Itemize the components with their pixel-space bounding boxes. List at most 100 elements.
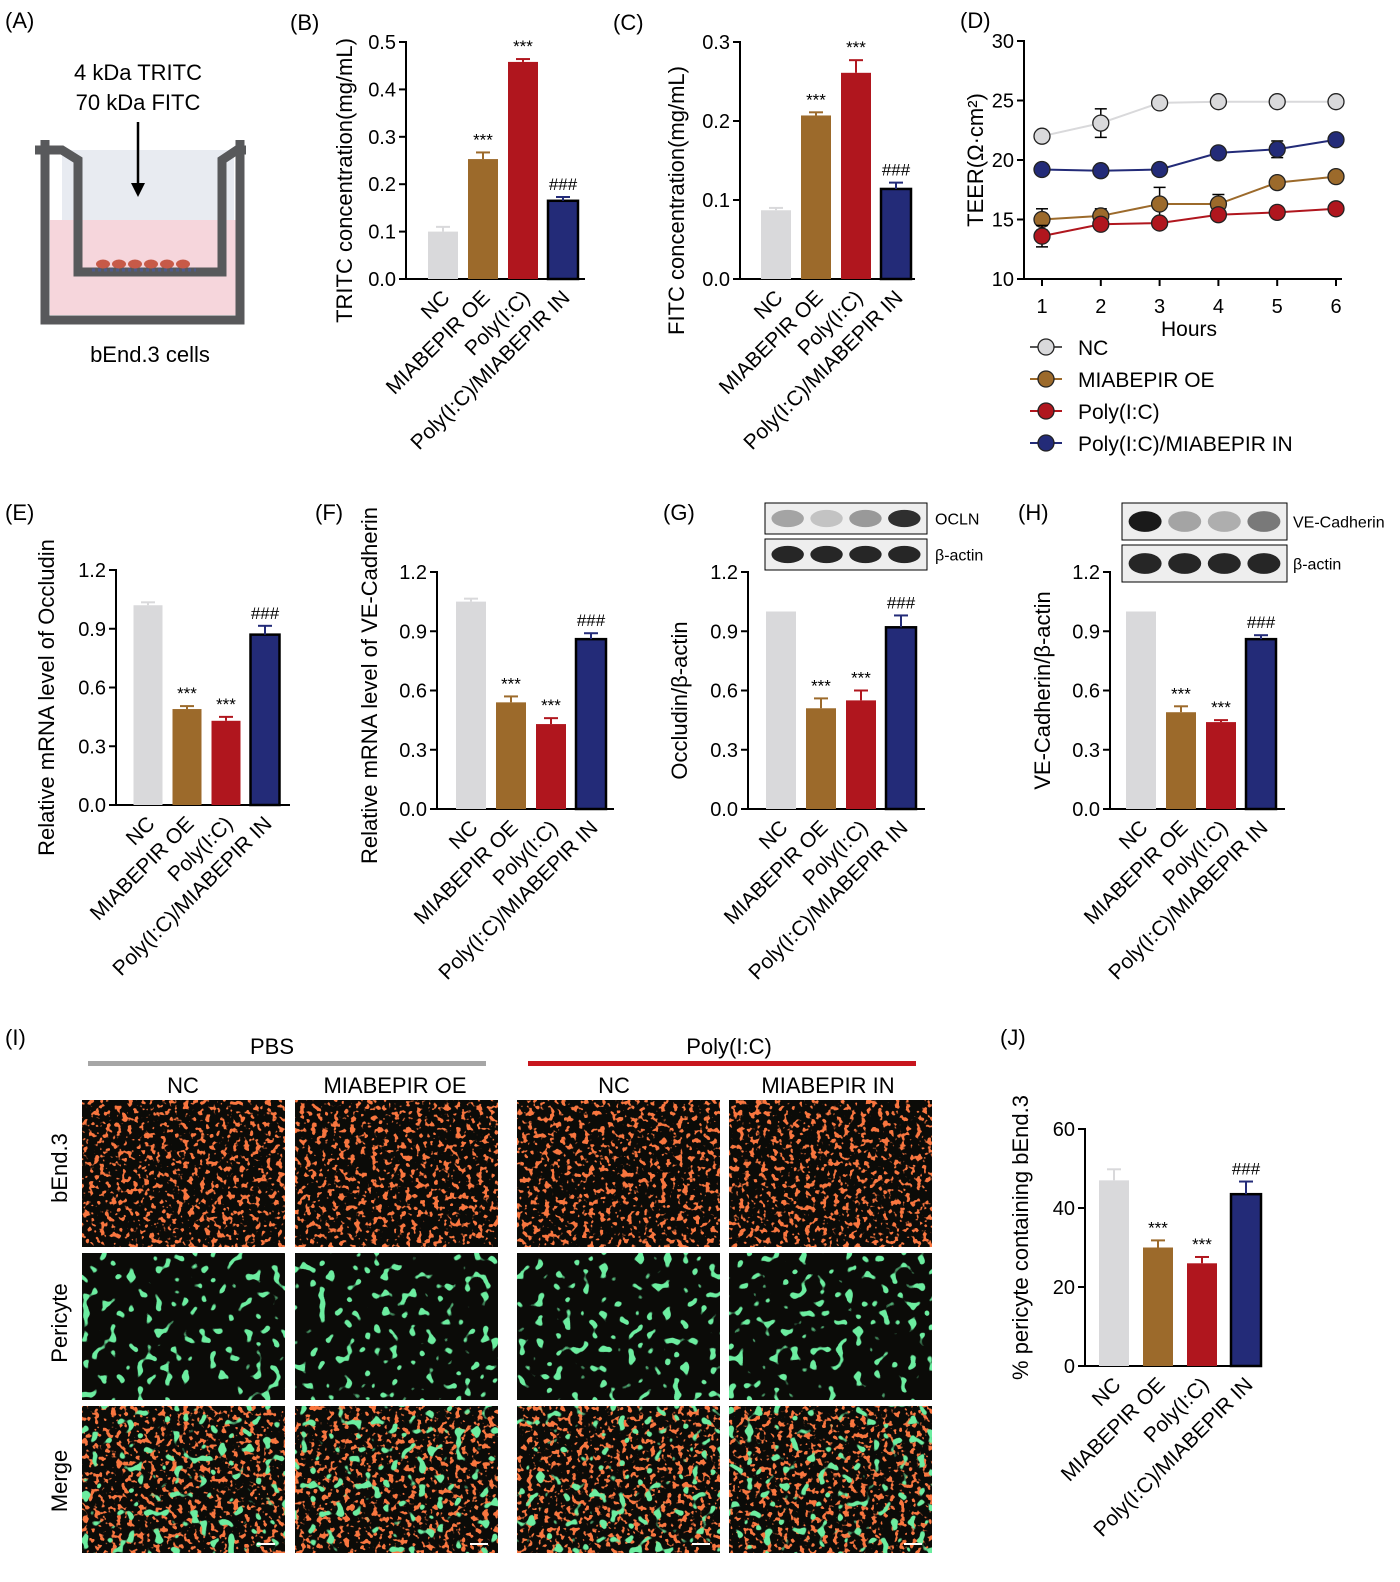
y-axis-label: Occludin/β-actin (667, 621, 692, 779)
blot-band (771, 545, 804, 564)
column-label-miabepir-in: MIABEPIR IN (761, 1073, 894, 1098)
y-tick-label: 25 (992, 91, 1014, 113)
x-tick-label: 4 (1213, 296, 1224, 318)
y-axis-label: VE-Cadherin/β-actin (1030, 591, 1055, 790)
legend-label: MIABEPIR OE (1078, 369, 1215, 392)
blot-band (1247, 511, 1281, 532)
group-label-polyic: Poly(I:C) (686, 1034, 772, 1059)
panel-f: (F) 0.0 0.3 0.6 0.9 1.2 Relative mRNA level of… (315, 500, 614, 984)
outer-well (40, 140, 245, 325)
panel-i: (I) PBS Poly(I:C) NC MIABEPIR OE NC MIAB… (5, 1025, 932, 1553)
y-tick-label: 1.2 (399, 562, 427, 584)
panel-a-line1: 4 kDa TRITC (74, 60, 202, 85)
y-tick-label: 0.9 (78, 619, 106, 641)
y-tick-label: 10 (992, 269, 1014, 291)
micrograph-grid (82, 1100, 932, 1553)
transwell-upper-medium (62, 150, 234, 220)
point-poly-i-c (1209, 206, 1228, 224)
micrograph-red-signal (517, 1100, 720, 1247)
significance-label: ### (1232, 1160, 1261, 1179)
bar-miabepir-oe (496, 702, 526, 809)
legend-marker (1037, 370, 1055, 388)
y-tick-label: 0.9 (1072, 621, 1100, 643)
group-bar-polyic (528, 1061, 916, 1066)
bar-poly-i-c (1187, 1263, 1217, 1366)
panel-letter: (J) (1000, 1025, 1026, 1050)
y-tick-label: 0.9 (710, 621, 738, 643)
y-tick-label: 0.3 (399, 740, 427, 762)
point-poly-i-c-miabepir-in (1268, 140, 1286, 158)
legend-label: NC (1078, 337, 1108, 360)
bar-poly-i-c-miabepir-in (249, 633, 281, 807)
point-nc (1092, 114, 1110, 132)
bar-poly-i-c-miabepir-in (574, 637, 608, 811)
significance-label: *** (1171, 684, 1191, 703)
y-tick-label: 0.6 (78, 678, 106, 700)
significance-label: *** (851, 669, 871, 688)
row-label-merge: Merge (47, 1450, 72, 1512)
significance-label: *** (501, 674, 521, 693)
y-tick-label: 60 (1053, 1119, 1075, 1141)
bar-miabepir-oe (468, 159, 498, 279)
bar-miabepir-oe (801, 115, 831, 279)
bar-nc (1126, 611, 1156, 809)
significance-label: ### (549, 175, 578, 194)
column-label-nc-pbs: NC (167, 1073, 199, 1098)
y-tick-label: 0.3 (78, 736, 106, 758)
point-poly-i-c (1033, 227, 1051, 245)
y-tick-label: 0.3 (702, 32, 730, 54)
y-tick-label: 0.0 (78, 795, 106, 817)
bar-nc (761, 210, 791, 279)
bar-poly-i-c-miabepir-in (1244, 637, 1278, 811)
significance-label: *** (1211, 698, 1231, 717)
blot-band (1207, 511, 1241, 532)
significance-label: *** (541, 696, 561, 715)
y-tick-label: 0.0 (399, 799, 427, 821)
point-poly-i-c (1092, 215, 1110, 233)
panel-c: (C) 0.0 0.1 0.2 0.3 FITC concentration(mg/mL)… (613, 10, 915, 454)
y-tick-label: 0.3 (710, 740, 738, 762)
legend-marker (1037, 338, 1055, 356)
point-nc (1033, 127, 1051, 145)
panel-letter: (H) (1018, 500, 1049, 525)
micrograph-green-signal (295, 1253, 498, 1400)
y-tick-label: 1.2 (78, 560, 106, 582)
group-label-pbs: PBS (250, 1034, 294, 1059)
panel-i-letter: (I) (5, 1025, 26, 1050)
panel-letter: (D) (960, 8, 991, 33)
micrograph-green-signal (729, 1253, 932, 1400)
significance-label: *** (811, 676, 831, 695)
significance-label: *** (513, 37, 533, 56)
significance-label: *** (177, 684, 197, 703)
micrograph-red-signal (295, 1100, 498, 1247)
bar-nc (428, 231, 458, 279)
y-axis-label: TEER(Ω·cm²) (963, 93, 988, 227)
panel-g: (G)0.00.30.60.91.2Occludin/β-actinNC***M… (663, 500, 983, 984)
blot-band (1128, 553, 1162, 574)
point-miabepir-oe (1268, 173, 1286, 192)
micrograph-red-signal (82, 1100, 285, 1247)
y-axis-label: FITC concentration(mg/mL) (664, 66, 689, 335)
blot-band (849, 509, 882, 528)
significance-label: *** (473, 130, 493, 149)
y-tick-label: 0.0 (368, 269, 396, 291)
x-axis-label: Hours (1161, 318, 1217, 341)
point-nc (1209, 93, 1228, 111)
bar-nc (456, 601, 486, 809)
row-label-bend3: bEnd.3 (47, 1133, 72, 1203)
micrograph-green-signal (729, 1406, 932, 1553)
point-poly-i-c-miabepir-in (1327, 131, 1345, 149)
y-axis-label: Relative mRNA level of VE-Cadherin (357, 507, 382, 864)
blot-band (1128, 511, 1162, 532)
y-tick-label: 20 (1053, 1277, 1075, 1299)
point-nc (1268, 93, 1286, 111)
blot-band (1168, 511, 1202, 532)
blot-band (1247, 553, 1281, 574)
micrograph-green-signal (517, 1253, 720, 1400)
y-tick-label: 1.2 (1072, 562, 1100, 584)
row-label-pericyte: Pericyte (47, 1283, 72, 1362)
panel-a-letter: (A) (5, 8, 34, 33)
y-tick-label: 0.0 (702, 269, 730, 291)
panel-a-caption: bEnd.3 cells (90, 342, 210, 367)
